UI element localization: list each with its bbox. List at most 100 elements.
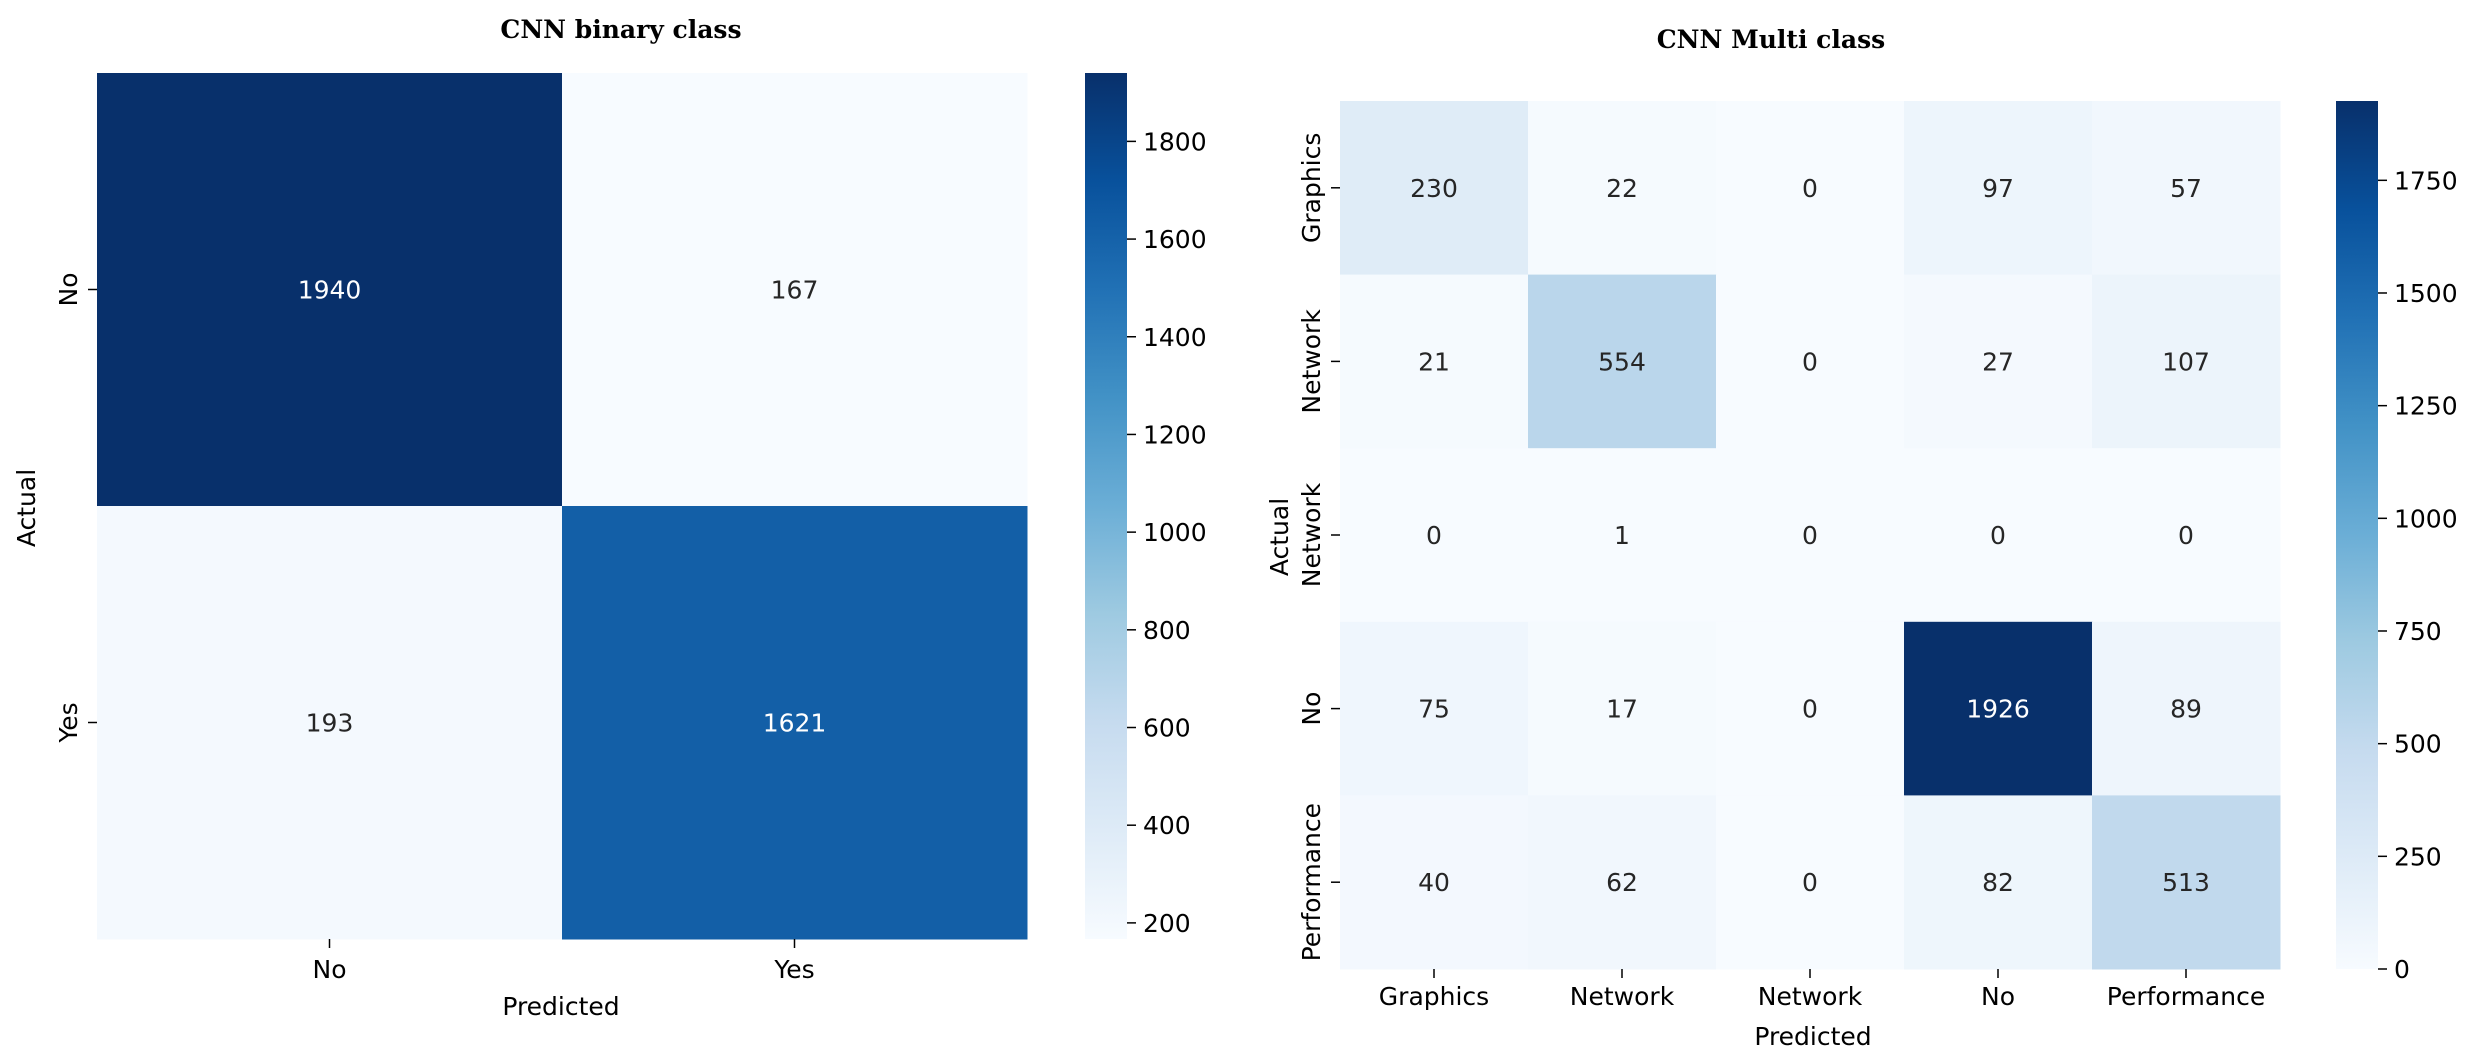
heatmap-cell-value: 40	[1418, 868, 1450, 897]
heatmap-cell-value: 0	[1802, 695, 1818, 724]
y-tick-label: Network	[1297, 309, 1326, 414]
heatmap-cell-value: 1621	[763, 709, 827, 738]
heatmap-cell-value: 0	[1802, 347, 1818, 376]
heatmap-cell	[2092, 621, 2281, 796]
x-tick-label: Yes	[773, 955, 814, 984]
heatmap-cell	[1716, 274, 1905, 449]
heatmap-cell-value: 21	[1418, 347, 1450, 376]
colorbar-tick-label: 1000	[1143, 518, 1207, 547]
heatmap-cell	[1528, 621, 1717, 796]
colorbar-tick-label: 1400	[1143, 323, 1207, 352]
heatmap-cell-value: 75	[1418, 695, 1450, 724]
heatmap-cell	[1716, 448, 1905, 623]
x-tick-label: No	[313, 955, 347, 984]
heatmap-cell	[97, 506, 563, 940]
y-tick-label: No	[54, 273, 83, 307]
colorbar-tick-label: 500	[2394, 730, 2442, 759]
heatmap-cell	[1340, 274, 1529, 449]
heatmap-cell	[97, 73, 563, 507]
binary-heatmap-chart: CNN binary class 1940 167 193 1621 No Yes No…	[12, 15, 1207, 1021]
heatmap-cell-value: 0	[2178, 521, 2194, 550]
x-tick-label: No	[1981, 982, 2015, 1011]
binary-x-axis-label: Predicted	[502, 992, 619, 1021]
heatmap-cell	[1340, 621, 1529, 796]
heatmap-cell	[1904, 448, 2093, 623]
heatmap-cell-value: 0	[1990, 521, 2006, 550]
heatmap-cell	[1528, 101, 1717, 276]
heatmap-cell-value: 1926	[1966, 695, 2030, 724]
multi-chart-title: CNN Multi class	[1657, 25, 1885, 54]
heatmap-cell	[2092, 274, 2281, 449]
heatmap-cell-value: 0	[1802, 174, 1818, 203]
heatmap-cell	[1904, 621, 2093, 796]
colorbar-tick-label: 800	[1143, 616, 1191, 645]
colorbar-tick-label: 1500	[2394, 279, 2458, 308]
heatmap-cell-value: 57	[2170, 174, 2202, 203]
binary-colorbar-ticks: 200 400 600 800 1000 1200 1400 1600 1800	[1127, 127, 1207, 938]
y-tick-label: Performance	[1297, 803, 1326, 961]
colorbar-tick-label: 1200	[1143, 420, 1207, 449]
heatmap-cell-value: 62	[1606, 868, 1638, 897]
colorbar-tick-label: 1000	[2394, 504, 2458, 533]
heatmap-cell-value: 82	[1982, 868, 2014, 897]
heatmap-cell-value: 27	[1982, 347, 2014, 376]
heatmap-cell	[1528, 448, 1717, 623]
heatmap-cell-value: 230	[1410, 174, 1458, 203]
heatmap-cell-value: 107	[2162, 347, 2210, 376]
y-tick-label: Graphics	[1297, 133, 1326, 243]
y-tick-label: Yes	[54, 702, 83, 743]
multi-y-axis-label: Actual	[1265, 498, 1294, 576]
heatmap-cell	[1716, 795, 1905, 970]
heatmap-cell	[1904, 795, 2093, 970]
heatmap-cell-value: 0	[1802, 521, 1818, 550]
colorbar-tick-label: 600	[1143, 714, 1191, 743]
colorbar-tick-label: 1800	[1143, 127, 1207, 156]
colorbar-tick-label: 200	[1143, 909, 1191, 938]
heatmap-cell	[1528, 795, 1717, 970]
x-tick-label: Graphics	[1379, 982, 1489, 1011]
heatmap-cell-value: 0	[1426, 521, 1442, 550]
y-tick-label: Network	[1297, 482, 1326, 587]
heatmap-cell	[1528, 274, 1717, 449]
heatmap-cell-value: 1940	[298, 276, 362, 305]
colorbar-tick-label: 1600	[1143, 225, 1207, 254]
multi-colorbar	[2336, 101, 2378, 969]
binary-y-axis-label: Actual	[12, 469, 41, 547]
colorbar-tick-label: 750	[2394, 617, 2442, 646]
heatmap-cell-value: 1	[1614, 521, 1630, 550]
x-tick-label: Network	[1570, 982, 1675, 1011]
binary-colorbar	[1085, 73, 1127, 939]
colorbar-tick-label: 0	[2394, 955, 2410, 984]
heatmap-cell-value: 22	[1606, 174, 1638, 203]
binary-x-ticks: No Yes	[313, 939, 815, 984]
heatmap-cell	[1904, 101, 2093, 276]
colorbar-tick-label: 400	[1143, 811, 1191, 840]
x-tick-label: Performance	[2107, 982, 2265, 1011]
heatmap-cell-value: 167	[771, 276, 819, 305]
heatmap-cell	[1716, 621, 1905, 796]
heatmap-cell	[2092, 448, 2281, 623]
heatmap-cell	[562, 73, 1028, 507]
heatmap-cell-value: 89	[2170, 695, 2202, 724]
heatmap-cell	[2092, 101, 2281, 276]
multi-x-axis-label: Predicted	[1754, 1022, 1871, 1051]
heatmap-cell	[1340, 795, 1529, 970]
heatmap-cell	[562, 506, 1028, 940]
multi-y-ticks: Graphics Network Network No Performance	[1297, 133, 1340, 961]
heatmap-cell-value: 193	[306, 709, 354, 738]
y-tick-label: No	[1297, 692, 1326, 726]
colorbar-tick-label: 250	[2394, 842, 2442, 871]
colorbar-tick-label: 1750	[2394, 166, 2458, 195]
multi-x-ticks: Graphics Network Network No Performance	[1379, 969, 2265, 1011]
colorbar-tick-label: 1250	[2394, 392, 2458, 421]
heatmap-cell-value: 554	[1598, 347, 1646, 376]
multi-colorbar-ticks: 0 250 500 750 1000 1250 1500 1750	[2378, 166, 2458, 984]
binary-heatmap-cells: 1940 167 193 1621	[97, 73, 1028, 940]
x-tick-label: Network	[1758, 982, 1863, 1011]
heatmap-cell-value: 17	[1606, 695, 1638, 724]
heatmap-cell-value: 97	[1982, 174, 2014, 203]
heatmap-cell	[1340, 448, 1529, 623]
heatmap-cell	[2092, 795, 2281, 970]
